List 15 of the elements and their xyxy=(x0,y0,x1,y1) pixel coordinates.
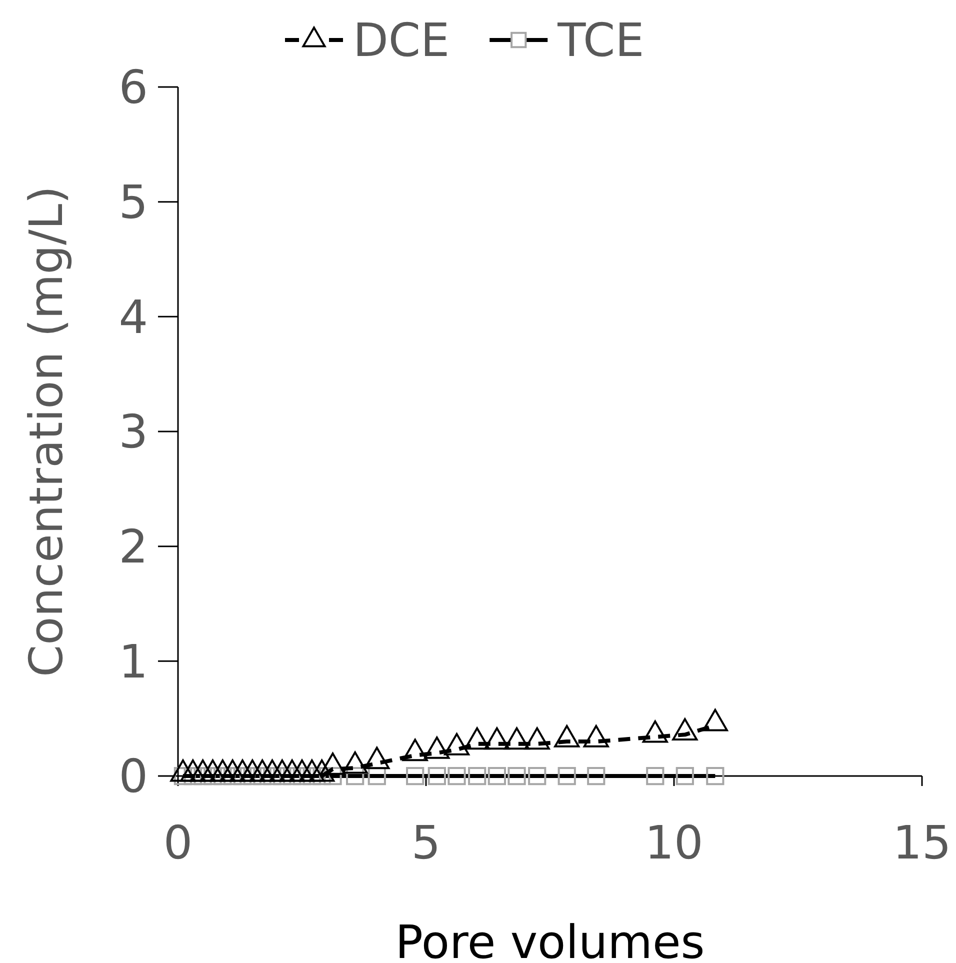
x-axis-title: Pore volumes xyxy=(395,915,705,963)
legend-label: DCE xyxy=(353,13,450,67)
x-tick-label: 5 xyxy=(411,816,441,870)
x-tick-label: 15 xyxy=(892,816,952,870)
x-tick-label: 10 xyxy=(644,816,704,870)
y-tick-label: 1 xyxy=(118,634,148,688)
y-tick-label: 5 xyxy=(118,174,148,229)
y-tick-label: 2 xyxy=(118,519,148,574)
x-tick-label: 0 xyxy=(163,816,193,870)
y-tick-label: 6 xyxy=(118,60,148,114)
y-axis-title: Concentration (mg/L) xyxy=(19,186,73,678)
y-tick-label: 4 xyxy=(118,290,148,344)
y-tick-label: 0 xyxy=(118,749,148,804)
legend-label: TCE xyxy=(556,13,644,67)
y-tick-label: 3 xyxy=(118,404,148,459)
